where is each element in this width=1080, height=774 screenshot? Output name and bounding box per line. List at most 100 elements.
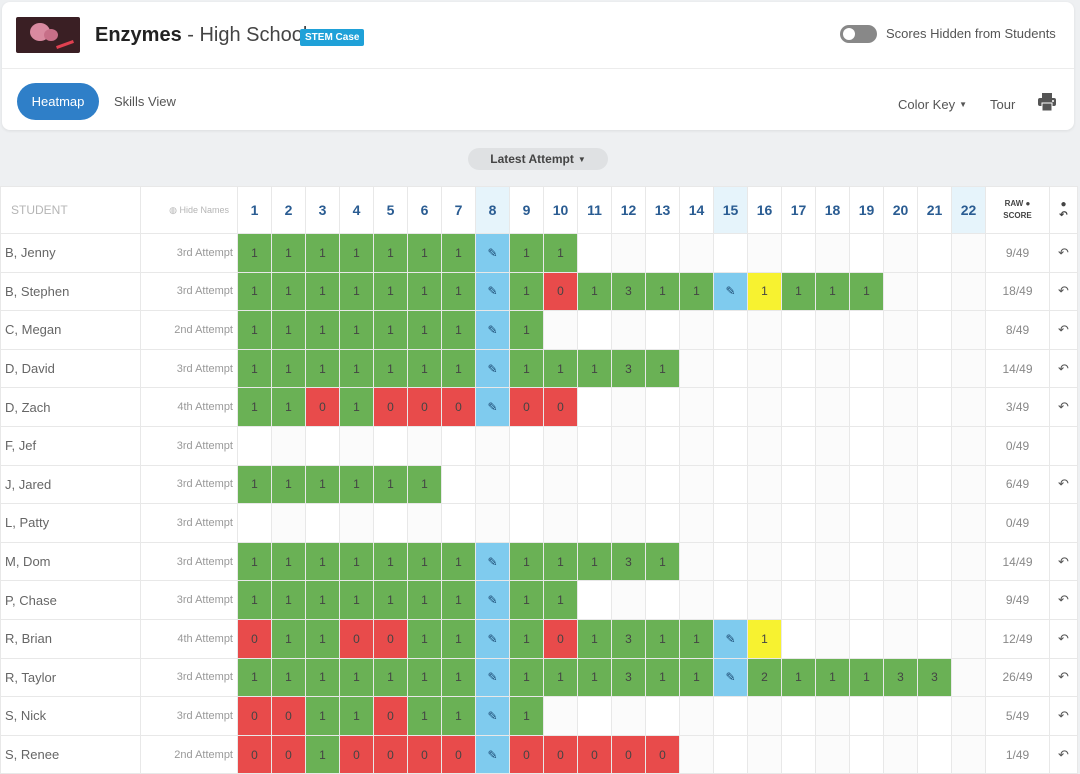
score-cell[interactable]: 1 xyxy=(407,657,442,698)
score-cell[interactable]: 1 xyxy=(441,657,476,698)
score-cell[interactable]: 1 xyxy=(577,541,612,582)
score-cell[interactable]: 1 xyxy=(373,657,408,698)
score-cell[interactable]: 1 xyxy=(781,271,816,312)
score-cell[interactable]: 1 xyxy=(543,233,578,273)
student-name[interactable]: S, Renee xyxy=(0,734,141,774)
score-cell[interactable]: 1 xyxy=(339,233,374,273)
student-name[interactable]: F, Jef xyxy=(0,425,141,466)
score-cell[interactable]: 0 xyxy=(509,734,544,774)
question-header-6[interactable]: 6 xyxy=(407,186,442,234)
score-cell[interactable]: 1 xyxy=(441,271,476,312)
score-cell[interactable]: 1 xyxy=(509,696,544,736)
score-cell[interactable]: 1 xyxy=(237,271,272,312)
score-cell[interactable]: 1 xyxy=(373,233,408,273)
score-cell[interactable]: 0 xyxy=(509,387,544,427)
pencil-icon-cell[interactable]: ✎ xyxy=(475,696,510,736)
score-cell[interactable]: 1 xyxy=(509,580,544,620)
score-cell[interactable]: 1 xyxy=(237,310,272,350)
undo-icon[interactable]: ↶ xyxy=(1049,541,1078,582)
score-cell[interactable]: 1 xyxy=(373,541,408,582)
score-cell[interactable]: 1 xyxy=(305,233,340,273)
score-cell[interactable]: 1 xyxy=(815,657,850,698)
pencil-icon-cell[interactable]: ✎ xyxy=(475,271,510,312)
undo-icon[interactable]: ↶ xyxy=(1049,310,1078,350)
question-header-20[interactable]: 20 xyxy=(883,186,918,234)
score-cell[interactable]: 1 xyxy=(339,271,374,312)
score-cell[interactable]: 1 xyxy=(339,580,374,620)
score-cell[interactable]: 1 xyxy=(339,464,374,505)
score-cell[interactable]: 0 xyxy=(237,734,272,774)
score-cell[interactable]: 0 xyxy=(373,734,408,774)
question-header-8[interactable]: 8 xyxy=(475,186,510,234)
pencil-icon-cell[interactable]: ✎ xyxy=(713,271,748,312)
score-cell[interactable]: 1 xyxy=(849,657,884,698)
student-name[interactable]: B, Jenny xyxy=(0,233,141,273)
score-cell[interactable]: 0 xyxy=(237,696,272,736)
undo-icon[interactable]: ↶ xyxy=(1049,464,1078,505)
score-cell[interactable]: 0 xyxy=(611,734,646,774)
student-name[interactable]: D, Zach xyxy=(0,387,141,427)
score-cell[interactable]: 1 xyxy=(747,271,782,312)
score-cell[interactable]: 1 xyxy=(407,464,442,505)
pencil-icon-cell[interactable]: ✎ xyxy=(475,734,510,774)
score-cell[interactable]: 3 xyxy=(883,657,918,698)
score-cell[interactable]: 1 xyxy=(441,618,476,659)
score-cell[interactable]: 1 xyxy=(373,271,408,312)
score-cell[interactable]: 1 xyxy=(509,348,544,389)
score-cell[interactable]: 1 xyxy=(543,541,578,582)
score-cell[interactable]: 3 xyxy=(611,541,646,582)
question-header-14[interactable]: 14 xyxy=(679,186,714,234)
student-name[interactable]: R, Taylor xyxy=(0,657,141,698)
score-cell[interactable]: 1 xyxy=(781,657,816,698)
score-cell[interactable]: 1 xyxy=(305,580,340,620)
printer-icon[interactable] xyxy=(1037,92,1057,112)
undo-icon[interactable]: ↶ xyxy=(1049,696,1078,736)
question-header-15[interactable]: 15 xyxy=(713,186,748,234)
score-cell[interactable]: 1 xyxy=(407,580,442,620)
undo-icon[interactable]: ↶ xyxy=(1049,618,1078,659)
pencil-icon-cell[interactable]: ✎ xyxy=(475,310,510,350)
score-cell[interactable]: 1 xyxy=(237,233,272,273)
pencil-icon-cell[interactable]: ✎ xyxy=(475,541,510,582)
score-cell[interactable]: 1 xyxy=(339,696,374,736)
undo-icon[interactable]: ↶ xyxy=(1049,387,1078,427)
score-cell[interactable]: 1 xyxy=(271,541,306,582)
pencil-icon-cell[interactable]: ✎ xyxy=(475,618,510,659)
score-cell[interactable]: 1 xyxy=(237,348,272,389)
score-cell[interactable]: 1 xyxy=(747,618,782,659)
undo-icon[interactable]: ↶ xyxy=(1049,657,1078,698)
score-cell[interactable]: 3 xyxy=(611,348,646,389)
score-cell[interactable]: 0 xyxy=(543,618,578,659)
score-cell[interactable]: 0 xyxy=(577,734,612,774)
score-cell[interactable]: 3 xyxy=(611,271,646,312)
question-header-18[interactable]: 18 xyxy=(815,186,850,234)
score-cell[interactable]: 1 xyxy=(271,657,306,698)
question-header-16[interactable]: 16 xyxy=(747,186,782,234)
undo-icon[interactable]: ↶ xyxy=(1049,580,1078,620)
score-cell[interactable]: 1 xyxy=(271,387,306,427)
score-cell[interactable]: 1 xyxy=(407,271,442,312)
score-cell[interactable]: 0 xyxy=(373,696,408,736)
score-cell[interactable]: 1 xyxy=(645,271,680,312)
score-cell[interactable]: 1 xyxy=(305,696,340,736)
score-cell[interactable]: 3 xyxy=(611,618,646,659)
scores-hidden-toggle[interactable] xyxy=(840,25,877,43)
score-cell[interactable]: 1 xyxy=(577,271,612,312)
score-cell[interactable]: 1 xyxy=(407,348,442,389)
student-name[interactable]: J, Jared xyxy=(0,464,141,505)
question-header-7[interactable]: 7 xyxy=(441,186,476,234)
score-cell[interactable]: 1 xyxy=(679,657,714,698)
reset-all-icon[interactable]: ● ↶ xyxy=(1049,186,1078,234)
pencil-icon-cell[interactable]: ✎ xyxy=(475,580,510,620)
question-header-1[interactable]: 1 xyxy=(237,186,272,234)
score-cell[interactable]: 1 xyxy=(509,233,544,273)
score-cell[interactable]: 1 xyxy=(271,233,306,273)
score-cell[interactable]: 1 xyxy=(305,657,340,698)
score-cell[interactable]: 0 xyxy=(543,387,578,427)
score-cell[interactable]: 1 xyxy=(407,310,442,350)
student-name[interactable]: S, Nick xyxy=(0,696,141,736)
student-name[interactable]: L, Patty xyxy=(0,503,141,543)
score-cell[interactable]: 1 xyxy=(509,271,544,312)
score-cell[interactable]: 1 xyxy=(577,657,612,698)
score-cell[interactable]: 1 xyxy=(237,387,272,427)
